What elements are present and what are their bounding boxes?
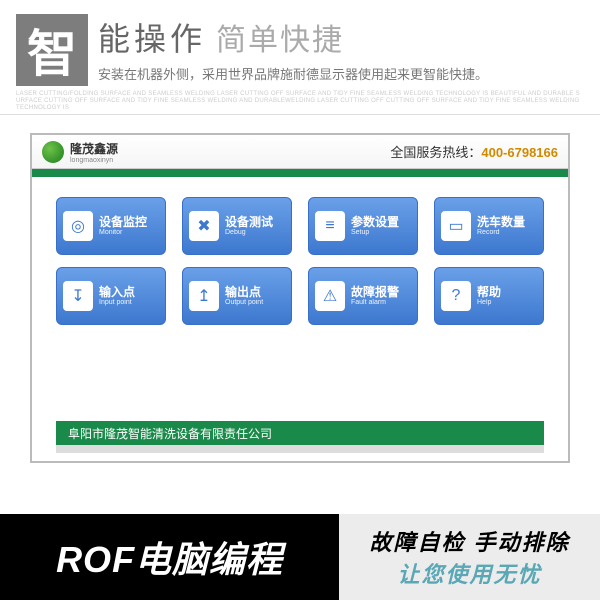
hotline-label: 全国服务热线：: [390, 145, 481, 160]
menu-icon-6: ⚠: [315, 281, 345, 311]
menu-label-cn: 设备监控: [99, 216, 147, 229]
menu-button-7[interactable]: ? 帮助Help: [434, 267, 544, 325]
menu-label-en: Output point: [225, 299, 263, 307]
menu-label-en: Fault alarm: [351, 299, 399, 307]
menu-label-en: Help: [477, 299, 501, 307]
menu-text-5: 输出点Output point: [225, 286, 263, 307]
menu-text-7: 帮助Help: [477, 286, 501, 307]
menu-icon-5: ↥: [189, 281, 219, 311]
menu-text-4: 输入点Input point: [99, 286, 135, 307]
menu-label-cn: 输入点: [99, 286, 135, 299]
header-big-char: 智: [16, 14, 88, 86]
menu-button-5[interactable]: ↥ 输出点Output point: [182, 267, 292, 325]
bottom-grey-bar: [56, 445, 544, 453]
top-header: 智 能操作 简单快捷 安装在机器外侧，采用世界品牌施耐德显示器使用起来更智能快捷…: [0, 0, 600, 86]
button-grid: ◎ 设备监控Monitor ✖ 设备测试Debug ≡ 参数设置Setup ▭ 洗车数量Rec…: [56, 197, 544, 325]
menu-label-cn: 设备测试: [225, 216, 273, 229]
banner-right-line2: 让您使用无忧: [398, 557, 542, 589]
brand-name: 隆茂鑫源: [70, 140, 118, 157]
logo-icon: [42, 141, 64, 163]
menu-icon-7: ?: [441, 281, 471, 311]
menu-button-6[interactable]: ⚠ 故障报警Fault alarm: [308, 267, 418, 325]
green-bar-top: [32, 169, 568, 177]
menu-icon-3: ▭: [441, 211, 471, 241]
brand-sub: longmaoxinyn: [70, 157, 118, 164]
bottom-banner: ROF电脑编程 故障自检 手动排除 让您使用无忧: [0, 514, 600, 600]
menu-icon-4: ↧: [63, 281, 93, 311]
menu-button-4[interactable]: ↧ 输入点Input point: [56, 267, 166, 325]
menu-label-cn: 洗车数量: [477, 216, 525, 229]
screen-wrapper: 隆茂鑫源 longmaoxinyn 全国服务热线：400-6798166 ◎ 设备…: [0, 115, 600, 473]
menu-button-3[interactable]: ▭ 洗车数量Record: [434, 197, 544, 255]
faint-text-bar: LASER CUTTING/FOLDING SURFACE AND SEAMLE…: [0, 86, 600, 114]
banner-right-line1: 故障自检 手动排除: [370, 525, 570, 557]
menu-label-cn: 帮助: [477, 286, 501, 299]
banner-right: 故障自检 手动排除 让您使用无忧: [339, 514, 600, 600]
menu-icon-0: ◎: [63, 211, 93, 241]
header-subtitle: 安装在机器外侧，采用世界品牌施耐德显示器使用起来更智能快捷。: [98, 64, 600, 83]
menu-label-cn: 参数设置: [351, 216, 399, 229]
menu-icon-1: ✖: [189, 211, 219, 241]
menu-icon-2: ≡: [315, 211, 345, 241]
menu-button-2[interactable]: ≡ 参数设置Setup: [308, 197, 418, 255]
screen-frame: 隆茂鑫源 longmaoxinyn 全国服务热线：400-6798166 ◎ 设备…: [30, 133, 570, 463]
hotline: 全国服务热线：400-6798166: [390, 142, 558, 161]
menu-label-en: Input point: [99, 299, 135, 307]
menu-label-en: Monitor: [99, 229, 147, 237]
menu-label-en: Setup: [351, 229, 399, 237]
company-bar: 阜阳市隆茂智能清洗设备有限责任公司: [56, 421, 544, 445]
menu-label-cn: 输出点: [225, 286, 263, 299]
menu-text-1: 设备测试Debug: [225, 216, 273, 237]
hotline-number: 400-6798166: [481, 145, 558, 160]
header-title-light: 简单快捷: [216, 15, 344, 59]
banner-left: ROF电脑编程: [0, 514, 339, 600]
menu-text-2: 参数设置Setup: [351, 216, 399, 237]
screen-topbar: 隆茂鑫源 longmaoxinyn 全国服务热线：400-6798166: [32, 135, 568, 169]
screen-body: ◎ 设备监控Monitor ✖ 设备测试Debug ≡ 参数设置Setup ▭ 洗车数量Rec…: [32, 177, 568, 461]
menu-text-0: 设备监控Monitor: [99, 216, 147, 237]
menu-label-cn: 故障报警: [351, 286, 399, 299]
menu-label-en: Debug: [225, 229, 273, 237]
header-title-cn: 能操作: [98, 14, 206, 60]
header-texts: 能操作 简单快捷 安装在机器外侧，采用世界品牌施耐德显示器使用起来更智能快捷。: [98, 14, 600, 83]
menu-text-6: 故障报警Fault alarm: [351, 286, 399, 307]
menu-label-en: Record: [477, 229, 525, 237]
menu-button-0[interactable]: ◎ 设备监控Monitor: [56, 197, 166, 255]
menu-text-3: 洗车数量Record: [477, 216, 525, 237]
menu-button-1[interactable]: ✖ 设备测试Debug: [182, 197, 292, 255]
screen-footer: 阜阳市隆茂智能清洗设备有限责任公司: [56, 421, 544, 453]
